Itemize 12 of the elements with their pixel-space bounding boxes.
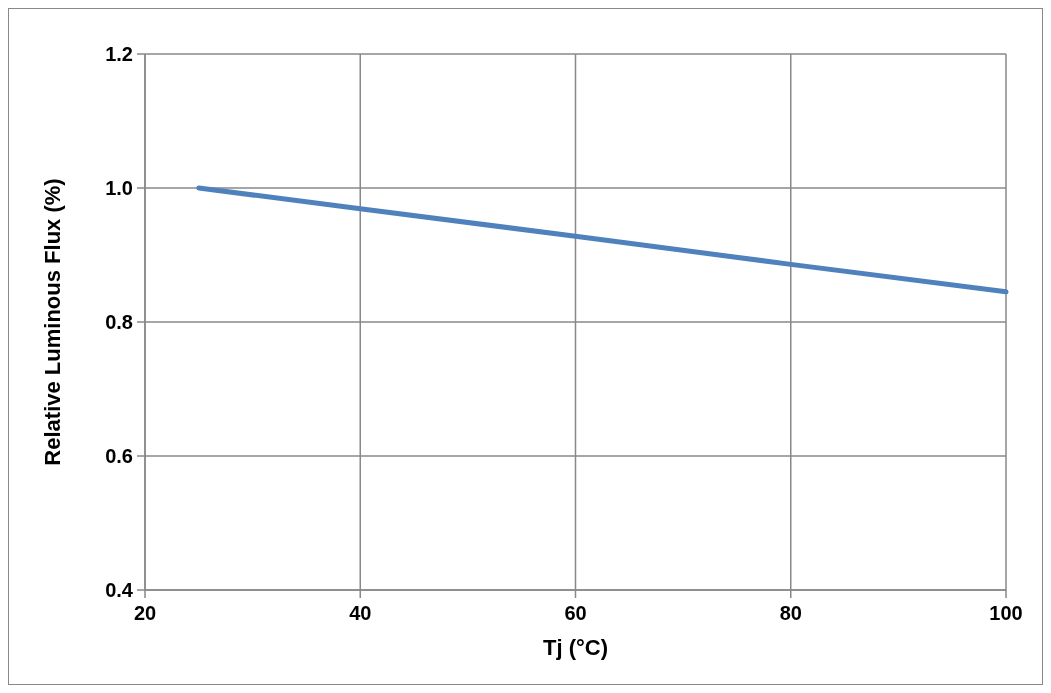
x-tick-label: 60 [564, 602, 587, 624]
x-tick-label: 100 [989, 602, 1023, 624]
y-axis-title: Relative Luminous Flux (%) [40, 178, 65, 466]
y-tick-label: 0.8 [105, 311, 133, 333]
y-tick-label: 0.4 [105, 579, 134, 601]
y-tick-label: 1.0 [105, 177, 133, 199]
x-tick-label: 20 [133, 602, 157, 624]
x-axis-title: Tj (°C) [542, 635, 609, 660]
x-tick-label: 40 [349, 602, 372, 624]
y-tick-label: 1.2 [105, 43, 133, 65]
x-tick-label: 80 [779, 602, 802, 624]
y-tick-label: 0.6 [105, 445, 133, 467]
